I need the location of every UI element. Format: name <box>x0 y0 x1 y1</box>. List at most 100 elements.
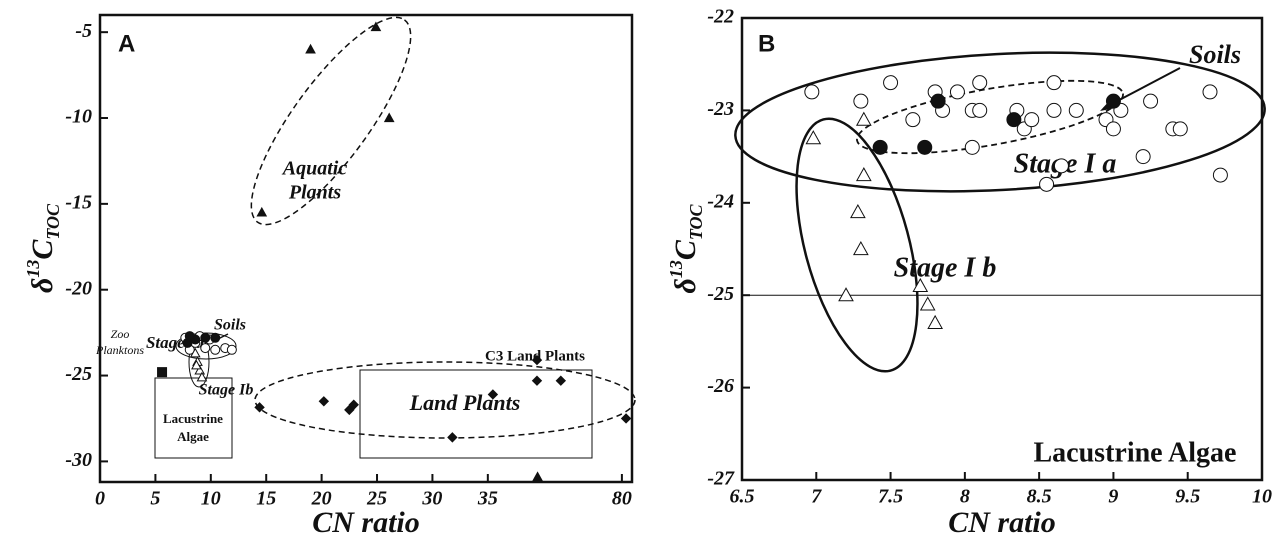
point <box>850 204 866 219</box>
point <box>883 75 899 91</box>
annotation: Stage Ib <box>199 382 254 399</box>
point <box>196 371 208 382</box>
y-tick-label: -15 <box>65 191 92 213</box>
y-axis-label-part: δ <box>669 278 702 293</box>
point <box>1143 93 1159 109</box>
annotation: A <box>118 30 135 57</box>
point <box>532 471 543 481</box>
x-tick-label: 7 <box>811 486 822 508</box>
x-tick-label: 30 <box>421 488 442 510</box>
y-axis-label-part: TOC <box>686 203 706 240</box>
point <box>855 111 872 126</box>
plot-frame <box>98 13 634 484</box>
y-tick-label: -22 <box>707 6 734 28</box>
point <box>531 354 543 366</box>
point <box>305 43 316 54</box>
annotation: C3 Land Plants <box>485 348 585 364</box>
point <box>912 277 929 293</box>
point <box>191 359 202 370</box>
point <box>853 93 869 109</box>
x-tick-label: 10 <box>1252 486 1272 508</box>
annotation: Planktons <box>95 343 144 357</box>
y-tick-label: -25 <box>65 363 92 385</box>
y-axis-label-part: C <box>26 239 59 260</box>
y-axis-label-part: 13 <box>23 260 43 278</box>
point <box>905 112 921 128</box>
y-tick-label: -5 <box>75 20 92 42</box>
point <box>254 402 265 413</box>
point <box>972 102 988 118</box>
x-tick-label: 35 <box>477 488 498 510</box>
point <box>200 332 211 343</box>
point <box>210 332 221 343</box>
point <box>930 93 946 109</box>
plot-frame <box>740 16 1264 482</box>
annotation: B <box>758 30 775 57</box>
annotation: Plants <box>288 182 341 204</box>
soils-ellipse-b <box>856 79 1124 155</box>
point <box>189 347 201 358</box>
y-tick-label: -24 <box>707 190 734 212</box>
x-tick-label: 25 <box>366 488 387 510</box>
y-axis-label-part: C <box>669 239 702 260</box>
point <box>853 240 869 256</box>
point <box>949 84 965 100</box>
point <box>1212 167 1228 183</box>
x-tick-label: 5 <box>150 488 160 510</box>
point <box>805 130 822 145</box>
point <box>447 432 458 443</box>
point <box>1202 84 1218 100</box>
point <box>1105 121 1121 137</box>
annotation: Soils <box>1189 40 1241 69</box>
c3-box <box>359 369 593 459</box>
point <box>157 367 168 378</box>
point <box>1135 149 1151 165</box>
y-tick-label: -27 <box>707 468 735 490</box>
point <box>972 75 988 91</box>
annotation: Land Plants <box>409 390 521 415</box>
point <box>1006 112 1022 128</box>
y-tick-label: -25 <box>707 283 734 305</box>
annotation: Algae <box>177 429 209 444</box>
point <box>1053 158 1069 174</box>
x-tick-label: 8.5 <box>1027 486 1052 508</box>
x-tick-label: 9.5 <box>1175 486 1200 508</box>
point <box>1105 93 1121 109</box>
point <box>226 344 237 355</box>
point <box>348 399 359 410</box>
point <box>620 413 632 424</box>
point <box>1046 102 1062 118</box>
x-tick-label: 6.5 <box>730 486 755 508</box>
point <box>1172 121 1188 137</box>
x-tick-label: 80 <box>612 488 632 510</box>
point <box>927 314 943 330</box>
annotation: Zoo <box>111 327 130 341</box>
point <box>555 375 567 386</box>
x-tick-label: 20 <box>311 488 332 510</box>
point <box>872 139 888 155</box>
x-tick-label: 10 <box>201 488 221 510</box>
point <box>200 343 211 354</box>
y-tick-label: -10 <box>65 106 92 128</box>
point <box>919 296 936 311</box>
y-tick-label: -20 <box>65 277 92 299</box>
x-axis-label: CN ratio <box>312 506 420 539</box>
x-tick-label: 7.5 <box>878 486 903 508</box>
y-tick-label: -23 <box>707 98 734 120</box>
aquatic-ellipse <box>250 16 412 226</box>
stage-ia-ellipse-b <box>734 51 1266 193</box>
x-tick-label: 8 <box>960 486 970 508</box>
y-tick-label: -26 <box>707 375 734 397</box>
x-tick-label: 15 <box>256 488 276 510</box>
point <box>487 389 499 400</box>
annotation: Soils <box>214 317 246 334</box>
point <box>838 287 854 302</box>
y-axis-label-part: TOC <box>43 203 63 240</box>
annotation: Lacustrine Algae <box>1034 437 1237 468</box>
y-axis-label: δ13CTOC <box>23 203 63 293</box>
annotation: Aquatic <box>281 158 348 180</box>
y-axis-label: δ13CTOC <box>666 203 706 293</box>
point <box>1024 112 1040 128</box>
